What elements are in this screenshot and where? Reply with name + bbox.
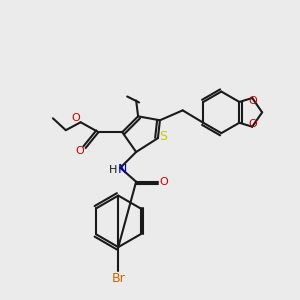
Text: H: H xyxy=(109,165,118,175)
Text: O: O xyxy=(160,177,168,187)
Text: O: O xyxy=(71,113,80,123)
Text: O: O xyxy=(249,119,258,129)
Text: O: O xyxy=(249,96,258,106)
Text: Br: Br xyxy=(111,272,125,285)
Text: O: O xyxy=(75,146,84,156)
Text: N: N xyxy=(118,163,127,176)
Text: S: S xyxy=(159,130,167,142)
